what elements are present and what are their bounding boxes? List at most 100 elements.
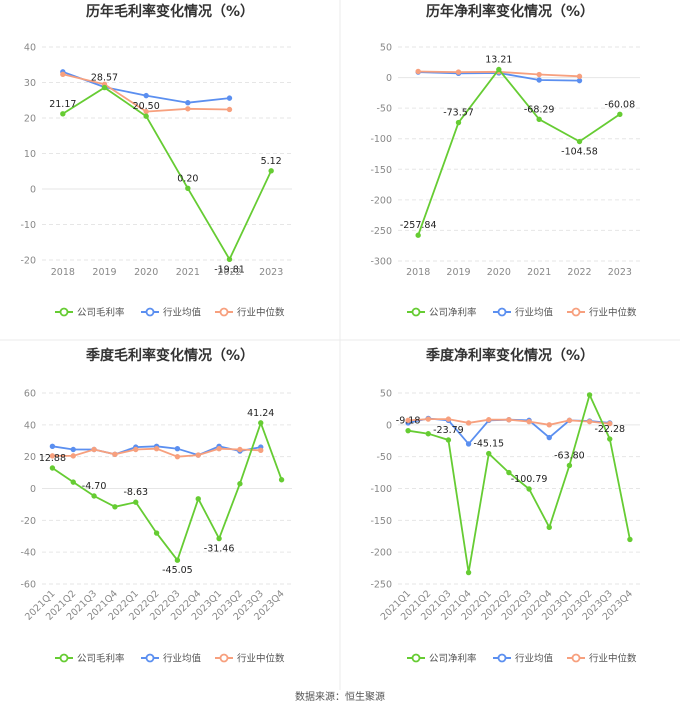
data-point[interactable]: [185, 106, 191, 112]
data-point[interactable]: [536, 116, 542, 123]
legend-item-avg[interactable]: 行业均值: [493, 307, 554, 319]
data-point[interactable]: [174, 446, 181, 452]
legend-item-median[interactable]: 行业中位数: [567, 653, 637, 665]
data-point[interactable]: [226, 256, 233, 263]
data-point[interactable]: [216, 446, 222, 452]
data-point[interactable]: [607, 420, 613, 427]
data-point[interactable]: [536, 71, 542, 78]
legend-label: 公司净利率: [429, 653, 477, 665]
data-point[interactable]: [216, 535, 222, 542]
data-point[interactable]: [617, 111, 623, 118]
data-point[interactable]: [112, 504, 118, 510]
legend-item-company[interactable]: 公司净利率: [407, 307, 477, 319]
data-point[interactable]: [153, 446, 160, 452]
data-point[interactable]: [237, 481, 243, 487]
data-point[interactable]: [576, 138, 583, 145]
y-tick-label: 50: [380, 43, 392, 54]
data-point[interactable]: [153, 530, 160, 536]
data-point[interactable]: [70, 446, 76, 453]
data-point[interactable]: [465, 569, 472, 576]
legend-item-avg[interactable]: 行业均值: [141, 653, 202, 665]
legend-item-median[interactable]: 行业中位数: [215, 307, 285, 319]
data-point[interactable]: [546, 422, 552, 428]
data-point[interactable]: [546, 524, 552, 531]
legend-item-company[interactable]: 公司毛利率: [55, 653, 125, 665]
data-point[interactable]: [627, 536, 633, 543]
data-point[interactable]: [143, 92, 149, 99]
data-point[interactable]: [174, 453, 181, 460]
data-point[interactable]: [486, 417, 492, 423]
data-point[interactable]: [425, 416, 431, 422]
data-point[interactable]: [133, 446, 139, 453]
data-point[interactable]: [526, 418, 532, 425]
legend-item-avg[interactable]: 行业均值: [493, 653, 554, 665]
data-point[interactable]: [586, 392, 593, 398]
data-point[interactable]: [546, 434, 552, 441]
legend-item-median[interactable]: 行业中位数: [567, 307, 637, 319]
data-point[interactable]: [576, 77, 583, 84]
legend-item-median[interactable]: 行业中位数: [215, 653, 285, 665]
data-point[interactable]: [536, 77, 542, 83]
legend-label: 行业均值: [163, 307, 202, 319]
data-point[interactable]: [49, 453, 56, 459]
data-point[interactable]: [586, 418, 593, 425]
data-point[interactable]: [195, 452, 201, 458]
data-point[interactable]: [237, 446, 243, 453]
data-point[interactable]: [465, 441, 472, 447]
data-label: 12.88: [39, 453, 66, 464]
data-point[interactable]: [415, 68, 421, 75]
data-point[interactable]: [455, 119, 462, 126]
data-point[interactable]: [101, 84, 108, 91]
data-point[interactable]: [133, 499, 139, 505]
data-point[interactable]: [455, 69, 462, 75]
data-point[interactable]: [566, 462, 573, 469]
data-point[interactable]: [268, 168, 274, 174]
data-point[interactable]: [258, 420, 264, 426]
data-point[interactable]: [60, 71, 66, 78]
y-tick-label: -100: [370, 484, 392, 495]
data-point[interactable]: [143, 113, 149, 119]
data-point[interactable]: [607, 436, 613, 442]
data-point[interactable]: [506, 417, 512, 423]
data-point[interactable]: [112, 451, 118, 457]
legend-label: 行业均值: [163, 653, 202, 665]
data-point[interactable]: [278, 477, 285, 483]
series-median: [405, 416, 613, 428]
data-point[interactable]: [566, 417, 573, 424]
data-point[interactable]: [496, 66, 502, 73]
data-point[interactable]: [49, 465, 56, 471]
data-point[interactable]: [415, 232, 421, 238]
data-point[interactable]: [465, 420, 472, 426]
data-point[interactable]: [70, 453, 76, 459]
legend-item-avg[interactable]: 行业均值: [141, 307, 202, 319]
data-point[interactable]: [49, 443, 56, 450]
data-point[interactable]: [185, 185, 191, 191]
data-label: -60.08: [605, 99, 636, 110]
legend-item-company[interactable]: 公司毛利率: [55, 307, 125, 319]
data-point[interactable]: [70, 479, 76, 485]
data-point[interactable]: [445, 416, 452, 422]
y-tick-label: -50: [376, 104, 392, 115]
data-point[interactable]: [405, 417, 411, 424]
data-point[interactable]: [486, 450, 492, 457]
data-point[interactable]: [405, 427, 411, 434]
data-point[interactable]: [185, 100, 191, 106]
data-point[interactable]: [60, 111, 66, 117]
y-tick-label: -20: [20, 516, 36, 527]
data-point[interactable]: [526, 486, 532, 492]
data-point[interactable]: [91, 446, 97, 453]
data-point[interactable]: [226, 106, 233, 113]
data-point[interactable]: [425, 431, 431, 437]
data-point[interactable]: [226, 95, 233, 101]
data-point[interactable]: [445, 437, 452, 443]
data-point[interactable]: [174, 557, 181, 563]
legend-item-company[interactable]: 公司净利率: [407, 653, 477, 665]
chart-quarterly-net: 季度净利率变化情况（%）500-50-100-150-200-2502021Q1…: [370, 347, 640, 665]
data-point[interactable]: [195, 496, 201, 502]
data-point[interactable]: [506, 469, 512, 476]
data-point[interactable]: [258, 447, 264, 453]
data-point[interactable]: [91, 493, 97, 499]
legend-label: 公司毛利率: [77, 307, 125, 319]
data-point[interactable]: [576, 73, 583, 80]
series-company: 12.88 -4.70 -8.63 -45.05 -31.46 41.24: [39, 408, 285, 576]
